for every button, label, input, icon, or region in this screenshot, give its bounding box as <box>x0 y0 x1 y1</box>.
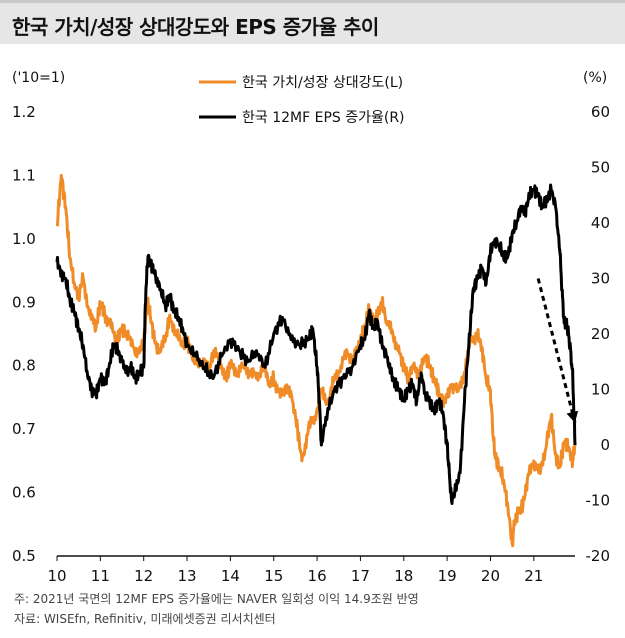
y-right-tick-label: -20 <box>586 547 611 565</box>
x-tick-label: 14 <box>221 567 240 585</box>
x-tick-label: 11 <box>91 567 110 585</box>
y-right-tick-label: 10 <box>591 381 610 399</box>
y-left-tick-label: 0.9 <box>12 293 36 311</box>
legend-label-value-growth: 한국 가치/성장 상대강도(L) <box>242 75 403 91</box>
x-axis-ticks: 10 11 12 13 14 15 16 17 18 19 20 21 <box>47 556 543 585</box>
trend-arrow <box>536 278 579 424</box>
x-tick-label: 16 <box>308 567 327 585</box>
x-tick-label: 18 <box>394 567 413 585</box>
y-right-tick-label: 0 <box>600 436 610 454</box>
chart-title: 한국 가치/성장 상대강도와 EPS 증가율 추이 <box>12 15 379 39</box>
x-tick-label: 21 <box>524 567 543 585</box>
footnote-source: 자료: WISEfn, Refinitiv, 미래에셋증권 리서치센터 <box>14 612 276 626</box>
y-left-tick-label: 1.0 <box>12 230 36 248</box>
y-right-tick-label: -10 <box>586 492 611 510</box>
y-left-tick-label: 0.5 <box>12 547 36 565</box>
x-tick-label: 15 <box>264 567 283 585</box>
x-tick-label: 10 <box>47 567 66 585</box>
left-axis-labels: 1.2 1.1 1.0 0.9 0.8 0.7 0.6 0.5 <box>12 103 36 565</box>
series-layer <box>55 173 577 548</box>
footnote-note: 주: 2021년 국면의 12MF EPS 증가율에는 NAVER 일회성 이익… <box>14 592 419 606</box>
trend-arrow-head <box>566 410 579 423</box>
right-axis-labels: 60 50 40 30 20 10 0 -10 -20 <box>586 103 611 565</box>
x-tick-label: 20 <box>481 567 500 585</box>
y-left-tick-label: 1.2 <box>12 103 36 121</box>
x-tick-label: 19 <box>438 567 457 585</box>
title-bar: 한국 가치/성장 상대강도와 EPS 증가율 추이 <box>0 0 625 44</box>
x-tick-label: 17 <box>351 567 370 585</box>
y-left-tick-label: 1.1 <box>12 166 36 184</box>
x-tick-label: 12 <box>134 567 153 585</box>
legend: 한국 가치/성장 상대강도(L) 한국 12MF EPS 증가율(R) <box>199 75 405 126</box>
y-right-tick-label: 40 <box>591 214 610 232</box>
y-right-tick-label: 30 <box>591 270 610 288</box>
y-right-tick-label: 60 <box>591 103 610 121</box>
y-left-tick-label: 0.6 <box>12 484 36 502</box>
y-left-tick-label: 0.7 <box>12 420 36 438</box>
right-axis-unit: (%) <box>583 70 608 86</box>
legend-label-eps-growth: 한국 12MF EPS 증가율(R) <box>242 110 405 126</box>
x-tick-label: 13 <box>177 567 196 585</box>
y-right-tick-label: 20 <box>591 325 610 343</box>
series-line-eps-growth <box>55 183 577 505</box>
y-left-tick-label: 0.8 <box>12 357 36 375</box>
trend-arrow-shaft <box>536 278 577 424</box>
y-right-tick-label: 50 <box>591 159 610 177</box>
left-axis-unit: ('10=1) <box>12 70 66 86</box>
